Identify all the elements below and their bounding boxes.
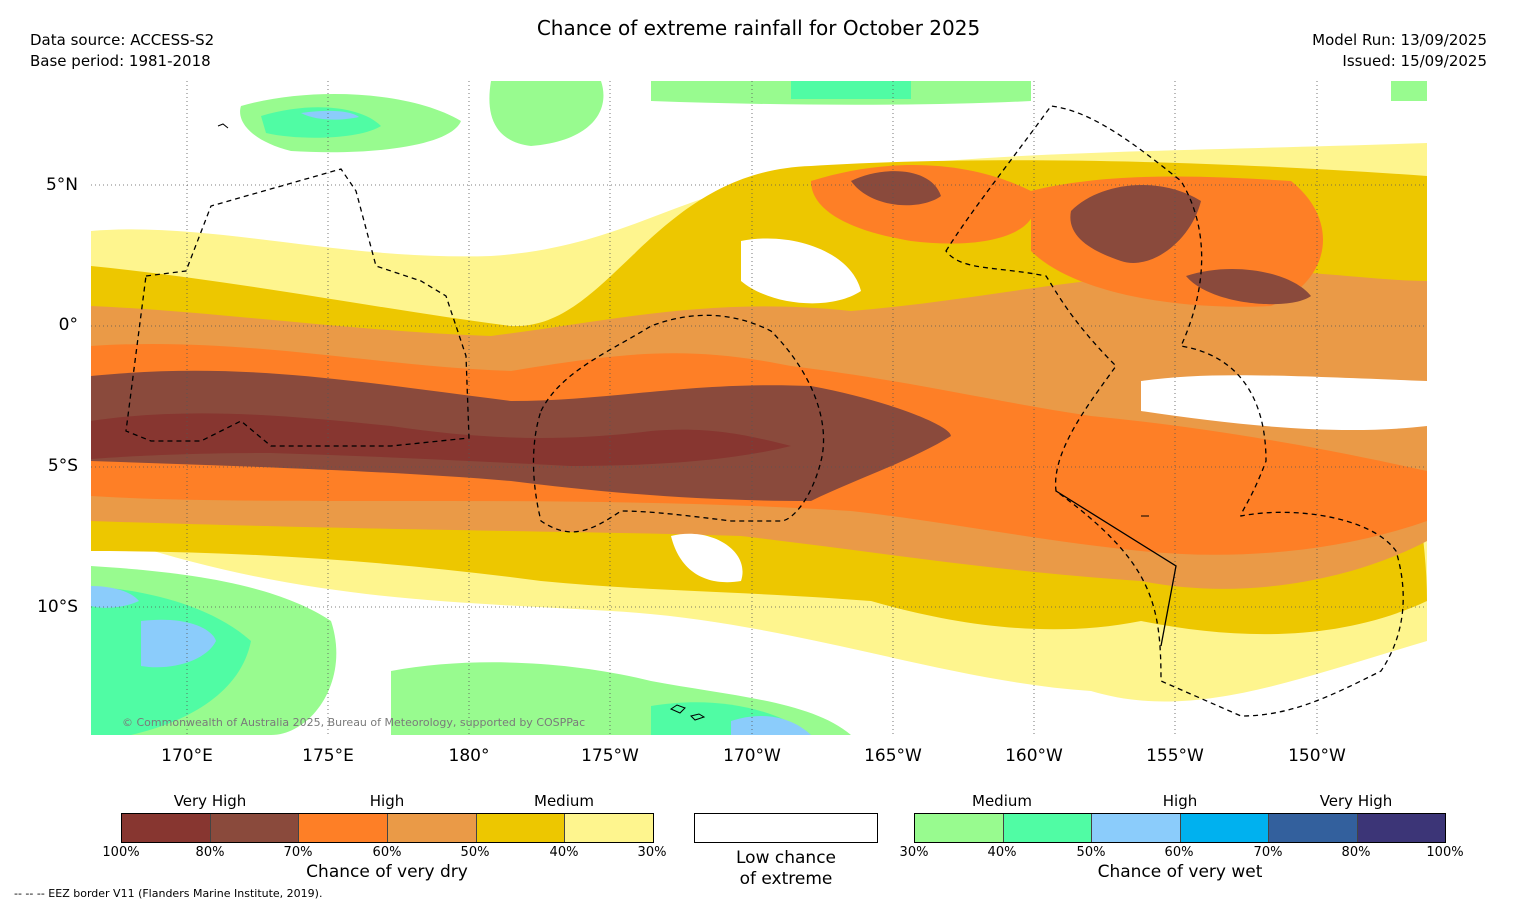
dry-colorbar — [121, 813, 654, 843]
eez-footnote: -- -- -- EEZ border V11 (Flanders Marine… — [14, 887, 323, 900]
base-period: Base period: 1981-2018 — [30, 52, 211, 70]
low-chance-swatch — [694, 813, 878, 843]
lon-label: 160°W — [1005, 746, 1063, 766]
dry-swatch — [388, 814, 477, 842]
lon-label: 155°W — [1146, 746, 1204, 766]
dry-category-high: High — [369, 792, 405, 810]
dry-swatch — [476, 814, 566, 842]
wet-tick: 30% — [899, 845, 929, 860]
wet-swatch — [1269, 814, 1358, 842]
dry-tick: 80% — [195, 845, 225, 860]
dry-category-very-high: Very High — [173, 792, 247, 810]
run-info: Model Run: 13/09/2025 Issued: 15/09/2025 — [1312, 30, 1487, 72]
lon-label: 170°W — [723, 746, 781, 766]
dry-tick: 30% — [637, 845, 667, 860]
wet-tick: 100% — [1426, 845, 1464, 860]
maritime-boundary — [1055, 490, 1177, 647]
dry-70-band — [91, 370, 951, 501]
wet-30-north-west — [240, 81, 1427, 153]
low-chance-line1: Low chance — [736, 848, 836, 868]
lat-label: 5°N — [45, 175, 78, 195]
data-source: Data source: ACCESS-S2 — [30, 31, 215, 49]
wet-colorbar — [914, 813, 1446, 843]
lat-label: 5°S — [47, 456, 78, 476]
wet-tick: 40% — [987, 845, 1017, 860]
rainfall-map — [91, 81, 1427, 735]
lon-label: 165°W — [864, 746, 922, 766]
dry-tick: 100% — [102, 845, 140, 860]
copyright-text: © Commonwealth of Australia 2025, Bureau… — [122, 716, 586, 729]
low-chance-label: Low chance of extreme — [694, 848, 878, 890]
map-title: Chance of extreme rainfall for October 2… — [536, 16, 981, 40]
lon-label: 180° — [448, 746, 490, 766]
dry-category-medium: Medium — [534, 792, 594, 810]
wet-50-south-west — [91, 586, 216, 668]
wet-tick: 70% — [1253, 845, 1283, 860]
dry-swatch — [299, 814, 389, 842]
wet-swatch — [915, 814, 1004, 842]
wet-tick: 80% — [1341, 845, 1371, 860]
model-run: Model Run: 13/09/2025 — [1312, 31, 1487, 49]
wet-swatch — [1180, 814, 1269, 842]
wet-50-north-west — [301, 110, 359, 120]
dry-70-north-patches — [851, 171, 1311, 305]
lon-label: 150°W — [1288, 746, 1346, 766]
wet-tick: 50% — [1076, 845, 1106, 860]
lat-label: 10°S — [37, 597, 78, 617]
low-chance-line2: of extreme — [739, 869, 833, 889]
islands — [217, 123, 1149, 721]
eez-borders — [125, 105, 1404, 717]
dry-swatch — [122, 814, 211, 842]
lon-label: 175°E — [302, 746, 354, 766]
dry-legend-title: Chance of very dry — [306, 862, 468, 882]
wet-swatch — [1003, 814, 1092, 842]
wet-50-south — [731, 715, 811, 735]
lon-label: 175°W — [581, 746, 639, 766]
dry-tick: 50% — [460, 845, 490, 860]
dry-tick: 40% — [549, 845, 579, 860]
wet-swatch — [1357, 814, 1445, 842]
lat-label: 0° — [58, 315, 78, 335]
map-grid — [91, 81, 1427, 735]
dry-80-core — [91, 413, 791, 466]
wet-category-medium: Medium — [972, 792, 1032, 810]
lon-label: 170°E — [161, 746, 213, 766]
dry-swatch — [565, 814, 654, 842]
low-chance-north — [91, 81, 861, 304]
wet-swatch — [1092, 814, 1181, 842]
map-canvas — [91, 81, 1427, 735]
wet-legend-title: Chance of very wet — [1097, 862, 1263, 882]
data-info: Data source: ACCESS-S2 Base period: 1981… — [30, 30, 214, 72]
wet-category-high: High — [1162, 792, 1198, 810]
wet-category-very-high: Very High — [1319, 792, 1393, 810]
issued-date: Issued: 15/09/2025 — [1342, 52, 1487, 70]
dry-tick: 70% — [283, 845, 313, 860]
wet-tick: 60% — [1164, 845, 1194, 860]
wet-40-north-west — [261, 81, 911, 138]
dry-tick: 60% — [372, 845, 402, 860]
low-chance-south — [391, 533, 743, 653]
dry-swatch — [210, 814, 300, 842]
low-chance-east — [1141, 375, 1427, 431]
